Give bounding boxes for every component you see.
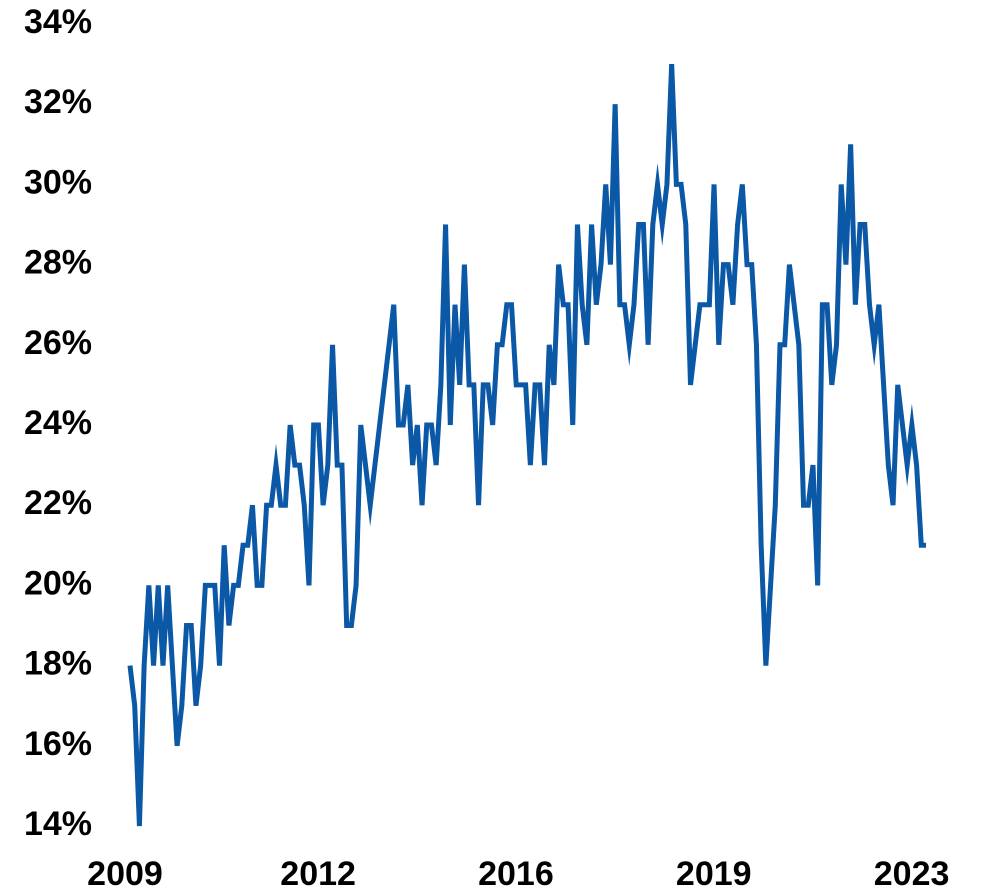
y-tick-label: 22% — [24, 484, 92, 522]
x-tick-label: 2009 — [87, 855, 163, 893]
y-tick-label: 16% — [24, 725, 92, 763]
data-line — [127, 64, 926, 827]
x-tick-label: 2012 — [280, 855, 356, 893]
x-tick-label: 2023 — [874, 855, 950, 893]
y-tick-label: 32% — [24, 83, 92, 121]
x-tick-label: 2019 — [676, 855, 752, 893]
y-tick-label: 34% — [24, 3, 92, 41]
x-tick-label: 2016 — [478, 855, 554, 893]
y-tick-label: 18% — [24, 645, 92, 683]
y-tick-label: 24% — [24, 404, 92, 442]
y-tick-label: 30% — [24, 163, 92, 201]
y-tick-label: 28% — [24, 244, 92, 282]
y-tick-label: 20% — [24, 564, 92, 602]
y-tick-label: 26% — [24, 324, 92, 362]
y-tick-label: 14% — [24, 805, 92, 843]
